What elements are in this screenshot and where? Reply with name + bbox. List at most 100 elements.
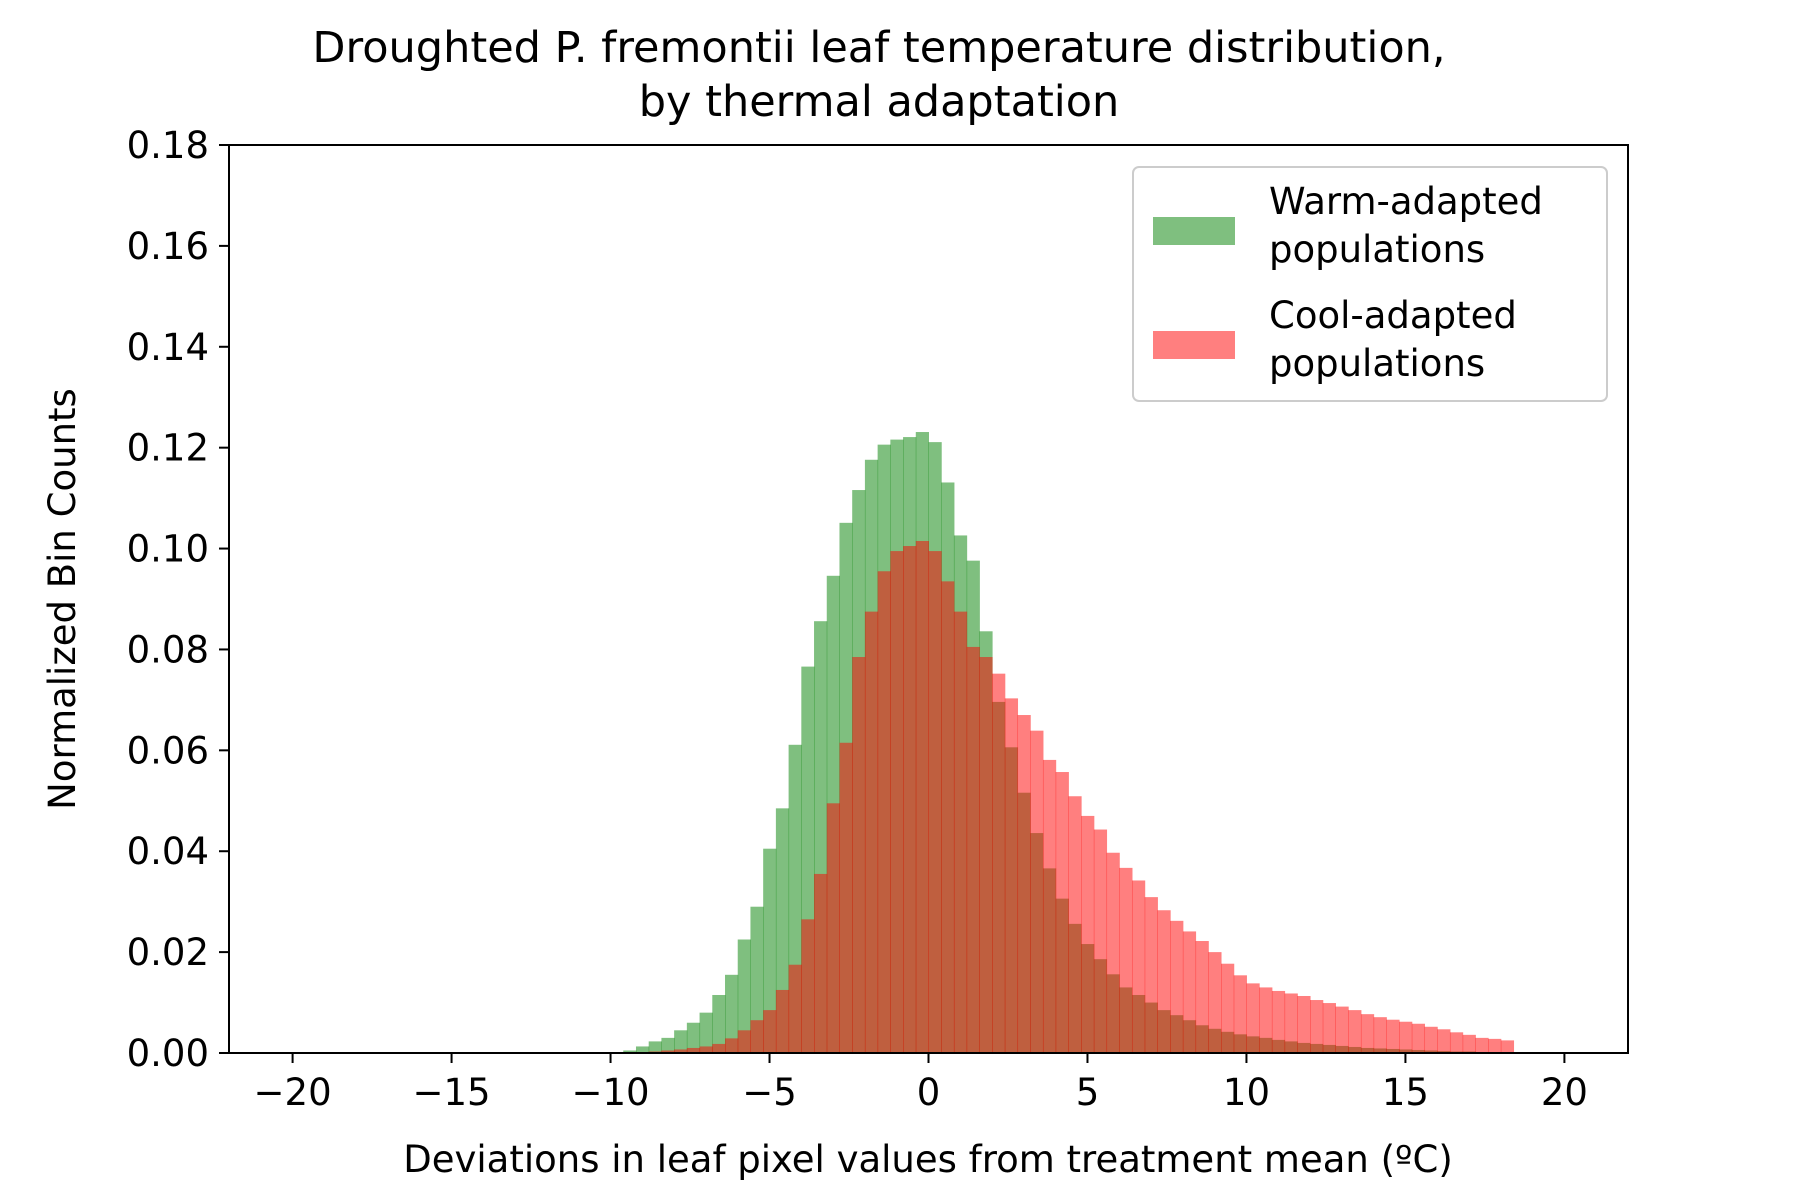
cool-bar bbox=[1437, 1029, 1451, 1053]
x-axis-label: Deviations in leaf pixel values from tre… bbox=[403, 1138, 1453, 1181]
cool-bar bbox=[1271, 990, 1286, 1053]
cool-bar bbox=[1259, 987, 1273, 1053]
x-tick-label: 5 bbox=[1076, 1071, 1100, 1114]
cool-bar bbox=[725, 1038, 739, 1053]
x-tick-label: −20 bbox=[254, 1071, 332, 1114]
cool-bar bbox=[1233, 975, 1247, 1053]
legend-box bbox=[1132, 166, 1608, 402]
cool-bar bbox=[1424, 1026, 1438, 1053]
warm-bar bbox=[674, 1030, 688, 1053]
cool-bar bbox=[1488, 1038, 1502, 1053]
cool-bar bbox=[852, 657, 866, 1053]
cool-bar bbox=[1360, 1014, 1375, 1053]
warm-bar bbox=[725, 974, 739, 1053]
cool-bar bbox=[1093, 829, 1108, 1053]
cool-bar bbox=[1170, 920, 1184, 1053]
cool-bar bbox=[839, 742, 853, 1053]
cool-series-bars bbox=[623, 540, 1515, 1053]
cool-bar bbox=[915, 540, 929, 1053]
y-axis-ticks: 0.00 0.02 0.04 0.06 0.08 0.10 0.12 0.14 0.16 0.18 bbox=[127, 124, 229, 1075]
chart-title-line-1: Droughted P. fremontii leaf temperature … bbox=[312, 23, 1445, 73]
cool-bar bbox=[1004, 698, 1019, 1053]
cool-bar bbox=[953, 611, 968, 1053]
y-tick-label: 0.02 bbox=[127, 931, 209, 974]
x-tick-label: 10 bbox=[1223, 1071, 1270, 1114]
cool-bar bbox=[928, 551, 942, 1053]
cool-bar bbox=[1182, 931, 1197, 1053]
cool-bar bbox=[1475, 1037, 1489, 1053]
warm-bar bbox=[699, 1012, 713, 1053]
warm-bar bbox=[763, 848, 777, 1053]
cool-bar bbox=[1322, 1003, 1336, 1053]
cool-bar bbox=[1348, 1010, 1362, 1053]
x-tick-label: −15 bbox=[413, 1071, 491, 1114]
cool-bar bbox=[1386, 1019, 1400, 1053]
cool-bar bbox=[1119, 867, 1133, 1053]
legend-label-cool-line-1: Cool-adapted bbox=[1269, 294, 1517, 337]
cool-bar bbox=[1284, 993, 1298, 1053]
cool-bar bbox=[1144, 897, 1158, 1053]
cool-bar bbox=[1017, 715, 1031, 1053]
legend-label-warm-line-1: Warm-adapted bbox=[1269, 180, 1543, 223]
cool-bar bbox=[992, 673, 1006, 1053]
warm-bar bbox=[712, 994, 726, 1053]
cool-bar bbox=[801, 919, 815, 1053]
y-tick-label: 0.10 bbox=[127, 528, 209, 571]
cool-bar bbox=[864, 611, 879, 1053]
cool-bar bbox=[1500, 1040, 1515, 1053]
y-tick-label: 0.04 bbox=[127, 830, 209, 873]
cool-bar bbox=[1055, 772, 1069, 1053]
cool-bar bbox=[1042, 759, 1057, 1053]
y-tick-label: 0.00 bbox=[127, 1032, 209, 1075]
cool-bar bbox=[737, 1030, 751, 1053]
x-tick-label: −5 bbox=[742, 1071, 797, 1114]
legend-swatch-warm bbox=[1153, 217, 1235, 245]
cool-bar bbox=[1195, 941, 1209, 1053]
x-tick-label: 20 bbox=[1541, 1071, 1588, 1114]
cool-bar bbox=[1449, 1032, 1464, 1053]
y-tick-label: 0.16 bbox=[127, 225, 209, 268]
cool-bar bbox=[763, 1010, 777, 1053]
cool-bar bbox=[1297, 995, 1311, 1053]
x-tick-label: 0 bbox=[917, 1071, 941, 1114]
cool-bar bbox=[1310, 1000, 1324, 1053]
chart-title-line-2: by thermal adaptation bbox=[639, 77, 1120, 127]
warm-bar bbox=[737, 939, 751, 1053]
legend-swatch-cool bbox=[1153, 331, 1235, 359]
y-tick-label: 0.18 bbox=[127, 124, 209, 167]
y-tick-label: 0.08 bbox=[127, 628, 209, 671]
cool-bar bbox=[1030, 730, 1044, 1053]
legend-label-warm-line-2: populations bbox=[1269, 228, 1485, 271]
cool-bar bbox=[1157, 910, 1171, 1053]
warm-bar bbox=[686, 1022, 701, 1053]
cool-bar bbox=[1335, 1006, 1349, 1053]
cool-bar bbox=[1399, 1021, 1413, 1053]
cool-bar bbox=[699, 1046, 713, 1053]
cool-bar bbox=[788, 964, 802, 1053]
cool-bar bbox=[1373, 1017, 1387, 1053]
cool-bar bbox=[674, 1049, 688, 1053]
x-tick-label: −10 bbox=[571, 1071, 649, 1114]
warm-bar bbox=[750, 906, 764, 1053]
cool-bar bbox=[826, 803, 840, 1053]
cool-bar bbox=[1131, 880, 1146, 1053]
warm-bar bbox=[623, 1050, 637, 1053]
cool-bar bbox=[1081, 815, 1095, 1053]
cool-bar bbox=[1246, 983, 1260, 1053]
cool-bar bbox=[712, 1043, 726, 1053]
cool-bar bbox=[877, 571, 891, 1053]
legend-label-cool-line-2: populations bbox=[1269, 342, 1485, 385]
cool-bar bbox=[1221, 963, 1235, 1053]
warm-bar bbox=[661, 1037, 675, 1053]
y-tick-label: 0.12 bbox=[127, 427, 209, 470]
cool-bar bbox=[979, 657, 993, 1053]
x-axis-ticks: −20 −15 −10 −5 0 5 10 15 20 bbox=[254, 1053, 1588, 1114]
cool-bar bbox=[775, 989, 790, 1053]
cool-bar bbox=[750, 1020, 764, 1053]
cool-bar bbox=[941, 581, 955, 1053]
warm-bar bbox=[648, 1041, 662, 1053]
y-tick-label: 0.06 bbox=[127, 729, 209, 772]
cool-bar bbox=[903, 546, 917, 1053]
